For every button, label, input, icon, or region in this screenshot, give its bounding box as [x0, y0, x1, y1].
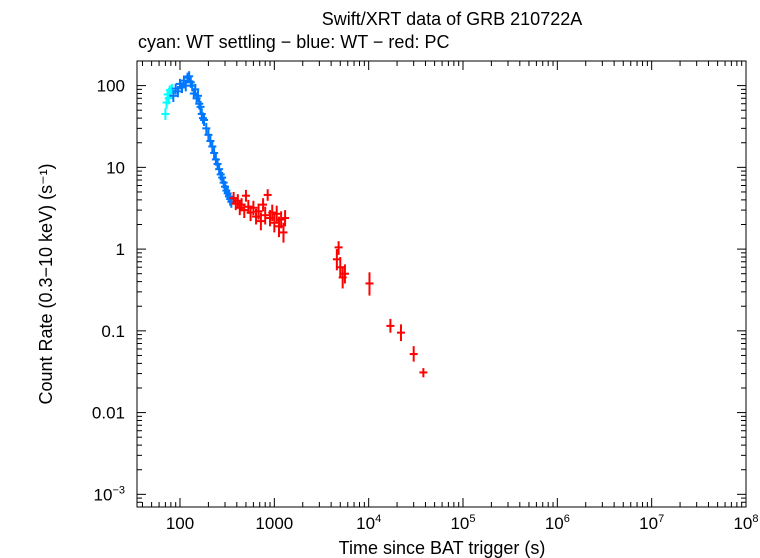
data-point — [334, 241, 343, 255]
y-tick-label: 0.01 — [92, 404, 125, 423]
y-tick-label: 10−3 — [94, 484, 125, 504]
data-point — [178, 82, 187, 94]
data-point — [193, 90, 202, 103]
x-tick-label: 104 — [356, 513, 381, 533]
chart-title: Swift/XRT data of GRB 210722A — [322, 9, 582, 29]
y-tick-label: 1 — [116, 240, 125, 259]
data-point — [396, 324, 405, 342]
data-point — [279, 222, 288, 243]
data-point — [210, 147, 219, 159]
data-point — [281, 210, 290, 227]
data-point — [215, 163, 224, 176]
data-point — [202, 122, 211, 135]
data-point — [173, 85, 182, 98]
data-point — [340, 264, 349, 284]
y-axis-label: Count Rate (0.3−10 keV) (s⁻¹) — [36, 163, 56, 404]
y-tick-label: 10 — [106, 158, 125, 177]
x-tick-labels: 100 1000 104 105 106 107 108 — [166, 513, 759, 533]
x-tick-label: 108 — [733, 513, 758, 533]
data-point — [196, 100, 205, 114]
series-pc — [229, 189, 428, 378]
data-point — [259, 198, 268, 212]
data-point — [419, 368, 428, 378]
y-tick-labels: 100 10 1 0.1 0.01 10−3 — [92, 77, 125, 505]
data-point — [185, 71, 194, 83]
data-point — [204, 128, 213, 142]
data-point — [198, 112, 207, 124]
x-tick-label: 107 — [639, 513, 664, 533]
data-point — [272, 205, 281, 223]
y-tick-label: 100 — [97, 77, 125, 96]
data-point — [191, 83, 200, 96]
data-point — [216, 168, 225, 181]
x-axis-label: Time since BAT trigger (s) — [339, 538, 546, 558]
data-point — [249, 200, 258, 216]
data-point — [240, 203, 249, 219]
data-point — [268, 204, 277, 222]
data-point — [241, 189, 250, 202]
x-tick-label: 105 — [450, 513, 475, 533]
data-point — [365, 272, 374, 296]
data-point — [386, 318, 395, 333]
data-point — [277, 211, 286, 229]
axis-ticks — [137, 60, 747, 508]
data-point — [254, 203, 263, 220]
data-point — [208, 141, 217, 153]
data-point — [169, 90, 178, 103]
data-point — [409, 346, 418, 362]
series-wt-settling — [161, 83, 176, 120]
chart-subtitle: cyan: WT settling − blue: WT − red: PC — [138, 32, 449, 52]
data-point — [200, 113, 209, 127]
y-tick-label: 0.1 — [101, 322, 125, 341]
series-wt — [169, 71, 236, 208]
data-points — [161, 71, 428, 378]
x-tick-label: 106 — [545, 513, 570, 533]
data-point — [213, 158, 222, 170]
data-point — [161, 108, 170, 120]
x-tick-label: 1000 — [255, 514, 293, 533]
data-point — [256, 212, 265, 231]
data-point — [263, 189, 272, 201]
x-tick-label: 100 — [166, 514, 194, 533]
data-point — [261, 206, 270, 225]
plot-frame — [136, 60, 747, 508]
